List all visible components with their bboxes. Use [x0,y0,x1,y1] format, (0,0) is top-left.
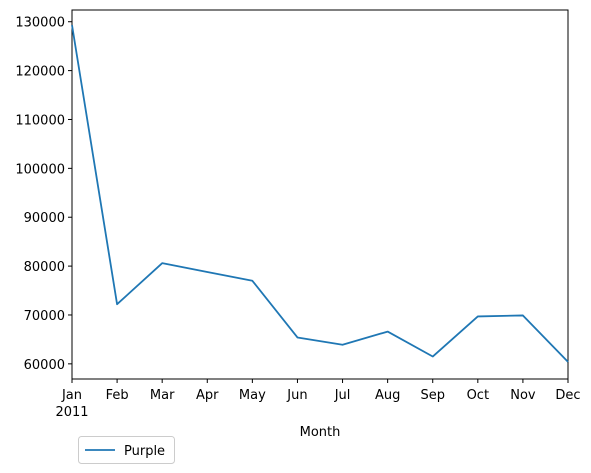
x-axis-title: Month [300,425,341,440]
x-tick-label: Jun [286,388,307,403]
y-axis-ticks: 60000 70000 80000 90000 100000 110000 120000 13… [15,16,72,373]
series-line-purple [71,25,569,363]
x-axis-ticks: Jan Feb Mar Apr May Jun Jul Aug Sep Oct Nov Dec [61,379,581,403]
x-tick-label: Jan [61,388,82,403]
y-tick-label: 70000 [24,309,65,324]
legend-frame [78,436,175,464]
x-tick-label: Aug [375,388,400,403]
x-tick-label: Sep [420,388,445,403]
legend: Purple [78,436,175,464]
x-tick-label: May [239,388,266,403]
x-tick-label: Apr [196,388,219,403]
x-axis-year-label: 2011 [55,405,88,420]
y-tick-label: 90000 [24,211,65,226]
series-points [71,25,569,362]
x-tick-label: Oct [467,388,489,403]
x-tick-label: Dec [555,388,580,403]
plot-frame [71,9,569,380]
y-tick-label: 100000 [15,162,65,177]
x-tick-label: Feb [106,388,129,403]
legend-label-purple: Purple [124,444,165,459]
y-tick-label: 130000 [15,16,65,31]
x-tick-label: Jul [334,388,351,403]
x-tick-label: Nov [510,388,536,403]
y-tick-label: 120000 [15,65,65,80]
y-tick-label: 60000 [24,358,65,373]
x-tick-label: Mar [150,388,175,403]
y-tick-label: 110000 [15,113,65,128]
y-tick-label: 80000 [24,260,65,275]
